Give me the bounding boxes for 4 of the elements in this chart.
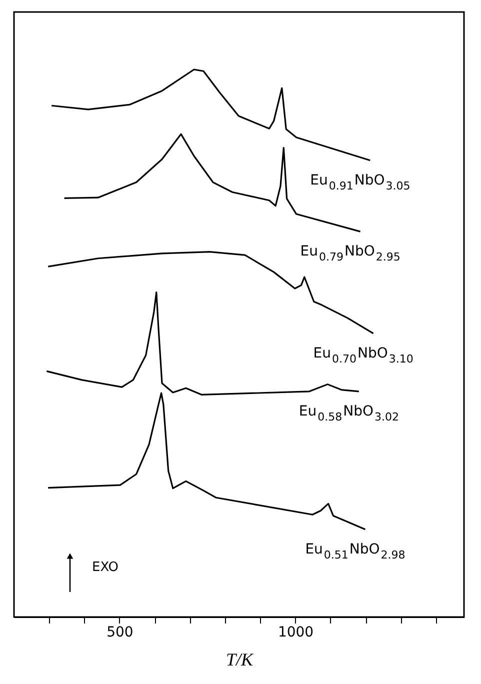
x-tick-label: 500: [106, 624, 134, 640]
annotation: EXO: [92, 560, 119, 575]
x-tick-label: 1000: [278, 624, 314, 640]
x-axis-title: T/K: [226, 650, 254, 670]
